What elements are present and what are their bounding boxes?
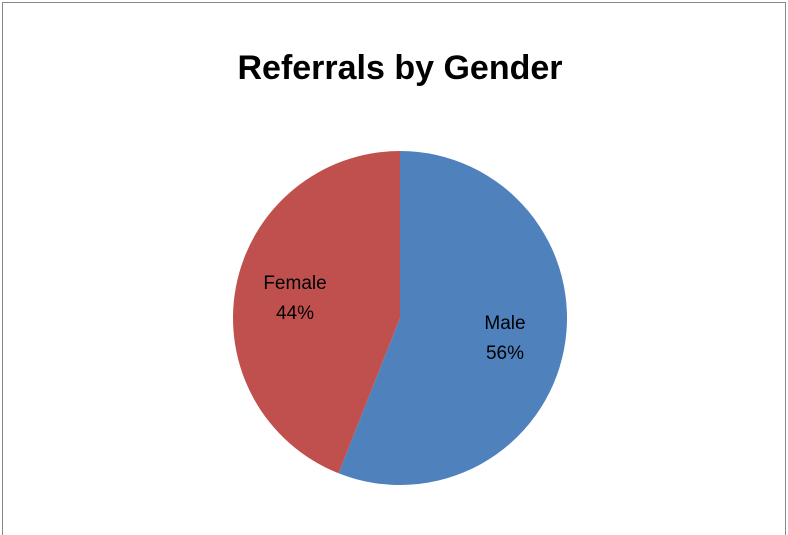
slice-label: Male — [484, 313, 525, 334]
slice-label: Female — [263, 273, 326, 294]
pie-slice — [338, 151, 567, 486]
slice-value-label: 56% — [486, 343, 524, 364]
chart-title: Referrals by Gender — [237, 49, 562, 87]
slice-value-label: 44% — [276, 303, 314, 324]
pie-slice — [233, 151, 400, 474]
